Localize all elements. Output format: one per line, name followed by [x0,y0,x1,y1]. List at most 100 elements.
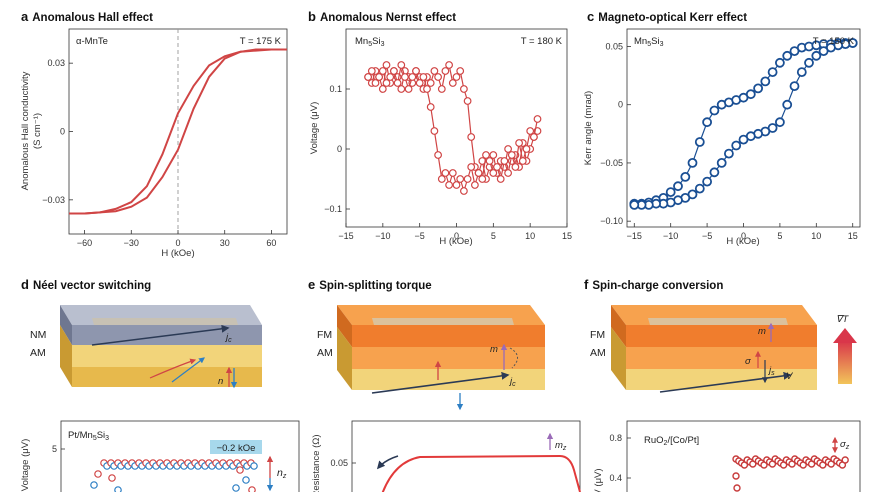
chart-b-point [437,175,446,183]
chart-b-point [430,127,439,135]
chart-b-point [378,85,387,93]
chart-b-point [397,85,406,93]
chart-b-xtick: 0 [454,231,459,241]
d-current-arrow [91,324,230,346]
chart-d-point-edge [242,476,250,484]
chart-b-xtick: −15 [338,231,353,241]
chart-b-point [378,67,387,75]
f-am-top [626,347,817,369]
chart-c-point [818,46,829,56]
chart-c-point [753,83,763,94]
schematic-e: jc m FM AM [317,305,545,411]
d-am-top [72,345,262,367]
f-gradient-bar [838,341,852,384]
chart-f-point [841,456,849,464]
chart-a-xtick: 30 [220,238,230,248]
chart-b-point [489,151,498,159]
f-gradient-label: ∇T [836,314,849,325]
chart-b-point [533,115,542,123]
chart-b-point [445,181,454,189]
chart-b-material: Mn5Si3 [355,36,385,48]
chart-b-point [526,127,535,135]
chart-c-ytick: −0.05 [600,158,623,168]
chart-d-point-edge [232,484,240,492]
e-precession [509,347,518,369]
chart-d-field-label: −0.2 kOe [217,443,256,454]
chart-c-point [716,157,727,168]
panel-e-title: e Spin-splitting torque [308,277,432,292]
panel-c-title: c Magneto-optical Kerr effect [587,9,748,24]
chart-b-point [419,73,428,81]
chart-c-point [694,137,705,147]
f-magnet-label: m [758,326,766,337]
d-am-side [60,325,72,387]
chart-b-point [518,157,527,165]
chart-b-point [460,187,468,195]
chart-c-point [665,187,676,198]
chart-b-point [434,73,443,81]
chart-c-point [709,167,720,178]
chart-b-point [452,73,461,81]
f-top-layer-label: FM [590,329,605,341]
f-spin-label: σ [745,356,752,367]
chart-b-point [478,175,487,183]
e-current-arrow [371,371,510,394]
chart-b-point [511,163,520,171]
d-top-layer-label: NM [30,329,46,341]
chart-a-temperature: T = 175 K [240,36,282,47]
chart-b-point [474,169,483,177]
d-blue-arrow [171,357,205,383]
chart-d-point-edge [114,486,122,492]
chart-c-point [745,89,756,100]
e-fm-side [337,305,352,347]
chart-d-n-label: nz [277,467,287,480]
chart-f-material: RuO2/[Co/Pt] [644,435,699,447]
chart-c-ylabel: Kerr angle (mrad) [583,91,594,165]
chart-b-point [423,85,431,93]
e-fm-front [352,325,545,347]
chart-b-point [390,67,398,75]
chart-f-point-edge [733,484,741,492]
chart-e-ytick: 0.05 [330,458,348,468]
chart-c-series-line-1 [634,42,853,206]
chart-b-point [441,67,450,75]
chart-b-point [493,163,501,171]
chart-f-ytick-0: 0.8 [609,433,622,443]
chart-c-point [782,99,793,110]
chart-d-point-edge [248,486,256,492]
chart-b-point [500,157,509,165]
chart-e: mz 0.05 Resistance (Ω) [311,420,581,492]
chart-b-xtick: −5 [415,231,425,241]
chart-b-point [530,133,538,141]
chart-b-point [437,85,446,93]
chart-b-point [489,169,498,177]
chart-b-point [471,181,479,189]
f-bottom-layer-label: AM [590,347,606,359]
chart-d-point-blue [250,462,258,470]
chart-c-xtick: 0 [741,231,746,241]
chart-a-xlabel: H (kOe) [161,248,194,259]
chart-d-point-edge [90,481,98,489]
chart-b-point [404,85,413,93]
chart-c-point [775,57,785,68]
chart-a-ytick: −0.03 [42,195,65,205]
chart-b-point [386,73,395,81]
schematic-d: jc n NM AM [30,305,262,389]
chart-b: Mn5Si3 T = 180 K −15 −10 −5 0 5 10 15−0.100.1 … [309,28,572,247]
chart-b-point [515,139,523,147]
chart-b-point [467,163,476,171]
chart-a-xtick: −60 [77,238,92,248]
chart-b-point [441,169,450,177]
chart-b-point [445,61,454,69]
panel-a-title: a Anomalous Hall effect [21,9,154,24]
chart-c-xtick: 15 [848,231,858,241]
chart-b-point [456,175,465,183]
chart-c-xtick: 5 [777,231,782,241]
chart-b-point [397,61,406,69]
chart-c-point [694,183,705,194]
f-voltage-arrow [659,371,792,393]
chart-b-point [507,151,516,159]
chart-b-point [463,97,472,105]
chart-d-point-edge [108,474,116,482]
